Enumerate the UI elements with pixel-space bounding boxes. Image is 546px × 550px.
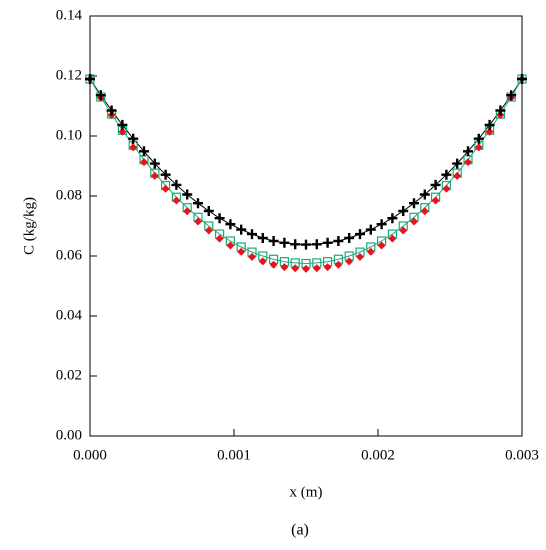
- diamond-marker: [485, 127, 494, 136]
- diamond-marker: [345, 257, 354, 266]
- diamond-marker: [442, 184, 451, 193]
- y-tick-label: 0.10: [56, 127, 82, 143]
- plus-marker: [257, 233, 268, 243]
- x-tick-label: 0.001: [217, 447, 251, 463]
- y-tick-label: 0.04: [56, 307, 83, 323]
- plus-marker: [106, 105, 117, 116]
- diamond-marker: [150, 171, 159, 180]
- diamond-marker: [420, 207, 429, 216]
- plus-marker: [333, 236, 344, 246]
- plus-marker: [214, 213, 225, 224]
- plus-marker: [506, 90, 517, 101]
- plus-marker: [484, 119, 495, 130]
- diamond-marker: [118, 127, 127, 136]
- diamond-marker: [291, 264, 300, 273]
- plus-marker: [128, 133, 139, 144]
- x-axis-label: x (m): [290, 484, 323, 500]
- plus-marker: [85, 74, 95, 84]
- plus-marker: [171, 179, 182, 190]
- plus-marker: [419, 189, 430, 200]
- diamond-marker: [464, 158, 472, 167]
- diamond-marker: [280, 263, 289, 272]
- diamond-marker: [302, 264, 310, 273]
- series-line: [89, 78, 523, 265]
- x-tick-label: 0.003: [505, 447, 539, 463]
- plus-marker: [160, 169, 171, 180]
- diamond-marker: [215, 234, 224, 243]
- diamond-marker: [334, 260, 343, 269]
- plus-marker: [322, 237, 333, 248]
- y-tick-label: 0.06: [56, 247, 83, 263]
- plus-marker: [268, 236, 279, 246]
- plus-marker: [495, 105, 506, 116]
- plus-marker: [182, 189, 193, 200]
- plus-marker: [193, 198, 203, 209]
- plus-marker: [301, 239, 311, 250]
- diamond-marker: [194, 217, 202, 226]
- diamond-marker: [258, 257, 267, 266]
- plus-marker: [95, 90, 106, 101]
- plus-marker: [387, 213, 398, 224]
- y-tick-label: 0.02: [56, 367, 82, 383]
- diamond-marker: [410, 217, 418, 226]
- plus-marker: [149, 158, 160, 169]
- plus-marker: [452, 158, 463, 169]
- y-tick-label: 0.08: [56, 187, 82, 203]
- plus-marker: [139, 146, 149, 157]
- diamond-marker: [183, 207, 192, 216]
- x-tick-label: 0.002: [361, 447, 395, 463]
- plus-marker: [409, 198, 419, 209]
- y-tick-label: 0.14: [56, 7, 83, 23]
- plus-marker: [517, 74, 527, 84]
- y-axis-label: C (kg/kg): [21, 197, 37, 255]
- diamond-marker: [474, 143, 483, 152]
- plus-marker: [117, 119, 128, 130]
- x-tick-label: 0.000: [73, 447, 107, 463]
- diamond-marker: [129, 143, 138, 152]
- diamond-marker: [161, 184, 170, 193]
- diamond-marker: [312, 264, 321, 273]
- plus-marker: [279, 237, 290, 248]
- plus-marker: [376, 219, 387, 230]
- plus-marker: [365, 224, 376, 235]
- diamond-marker: [366, 247, 375, 256]
- plus-marker: [430, 179, 441, 190]
- plus-marker: [463, 146, 473, 157]
- diamond-marker: [140, 158, 148, 167]
- diamond-marker: [399, 226, 408, 235]
- y-tick-label: 0.00: [56, 427, 82, 443]
- diamond-marker: [204, 226, 213, 235]
- diamond-marker: [453, 171, 462, 180]
- plus-marker: [473, 133, 484, 144]
- plus-marker: [236, 224, 247, 235]
- plus-marker: [203, 206, 214, 216]
- diamond-marker: [248, 252, 256, 261]
- diamond-marker: [356, 252, 364, 261]
- diamond-marker: [388, 234, 397, 243]
- diamond-marker: [377, 241, 386, 250]
- diamond-marker: [269, 260, 278, 269]
- caption: (a): [291, 522, 309, 539]
- plus-marker: [398, 206, 409, 216]
- diamond-marker: [237, 247, 246, 256]
- plus-marker: [441, 169, 452, 180]
- plus-marker: [355, 229, 365, 240]
- plus-marker: [344, 233, 355, 243]
- plus-marker: [225, 219, 236, 230]
- diamond-marker: [226, 241, 235, 250]
- diamond-marker: [172, 196, 181, 205]
- diamond-marker: [323, 263, 332, 272]
- plus-marker: [311, 239, 322, 250]
- y-tick-label: 0.12: [56, 67, 82, 83]
- diamond-marker: [431, 196, 440, 205]
- plus-marker: [290, 239, 301, 250]
- plus-marker: [247, 229, 257, 240]
- plot-frame: [89, 15, 523, 437]
